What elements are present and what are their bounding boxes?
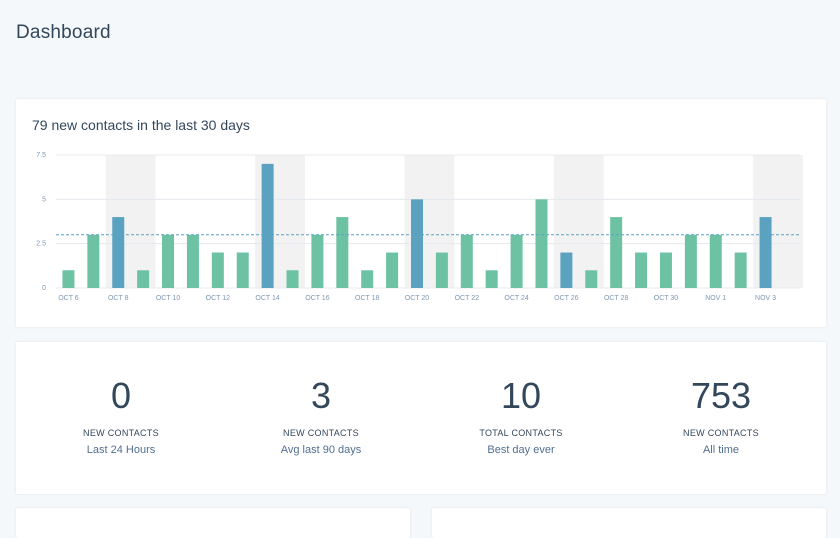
bar: [137, 270, 150, 288]
stat-all-time: 753 NEW CONTACTS All time: [621, 375, 821, 457]
x-tick-label: OCT 14: [255, 295, 279, 302]
bar: [311, 234, 324, 288]
x-tick-label: OCT 10: [156, 295, 180, 302]
bar: [112, 217, 125, 288]
x-tick-label: OCT 20: [405, 295, 429, 302]
x-tick-label: OCT 26: [554, 295, 578, 302]
bar: [336, 217, 349, 288]
bar: [759, 217, 772, 288]
bar: [610, 217, 623, 288]
x-tick-label: OCT 30: [654, 295, 678, 302]
y-tick-label: 7.5: [36, 152, 46, 159]
bar: [411, 199, 423, 288]
bar: [286, 270, 299, 288]
bar: [435, 252, 448, 288]
stat-value: 0: [110, 375, 132, 416]
bar: [361, 270, 374, 288]
stat-sub: Best day ever: [487, 444, 555, 456]
x-tick-label: OCT 28: [604, 295, 628, 302]
bar: [87, 234, 100, 288]
bar: [535, 199, 548, 288]
x-tick-label: OCT 18: [355, 295, 379, 302]
stat-label: NEW CONTACTS: [283, 428, 359, 438]
bar: [162, 234, 175, 288]
stat-sub: All time: [702, 444, 740, 456]
bottom-card-left: [16, 508, 410, 538]
x-tick-label: NOV 3: [755, 295, 776, 302]
x-tick-label: OCT 16: [305, 295, 329, 302]
y-tick-label: 0: [42, 285, 46, 292]
stats-card: 0 NEW CONTACTS Last 24 Hours 3 NEW CONTA…: [16, 342, 826, 494]
stat-best-day: 10 TOTAL CONTACTS Best day ever: [421, 375, 621, 457]
bar: [386, 252, 399, 288]
bottom-card-right: [432, 508, 826, 538]
page-title: Dashboard: [16, 22, 111, 43]
contacts-bar-chart: 0 2.5 5 7.5 OCT 6 OCT 8 OCT 10 OCT 12 OCT 14 OCT …: [36, 152, 803, 302]
y-tick-label: 2.5: [36, 241, 46, 248]
bar: [734, 252, 747, 288]
bar: [709, 234, 722, 288]
bar: [635, 252, 648, 288]
x-tick-label: NOV 1: [705, 295, 726, 302]
stat-label: NEW CONTACTS: [683, 428, 759, 438]
x-tick-label: OCT 24: [504, 295, 528, 302]
stat-avg-90: 3 NEW CONTACTS Avg last 90 days: [221, 375, 421, 457]
chart-title: 79 new contacts in the last 30 days: [32, 117, 250, 133]
stat-new-24h: 0 NEW CONTACTS Last 24 Hours: [21, 375, 221, 457]
bar: [62, 270, 75, 288]
bar: [186, 234, 199, 288]
stat-sub: Avg last 90 days: [280, 444, 362, 456]
stat-value: 3: [310, 375, 332, 416]
stat-label: TOTAL CONTACTS: [479, 428, 563, 438]
bar: [659, 252, 672, 288]
x-tick-label: OCT 8: [108, 295, 129, 302]
y-tick-label: 5: [42, 196, 46, 203]
x-tick-label: OCT 12: [206, 295, 230, 302]
bar: [460, 234, 473, 288]
stat-value: 10: [500, 375, 542, 416]
bar: [485, 270, 498, 288]
stat-value: 753: [690, 375, 752, 416]
bar: [211, 252, 224, 288]
bar: [684, 234, 697, 288]
bar: [585, 270, 598, 288]
x-tick-label: OCT 6: [58, 295, 79, 302]
bar: [560, 252, 573, 288]
x-tick-label: OCT 22: [455, 295, 479, 302]
bar: [236, 252, 249, 288]
stat-sub: Last 24 Hours: [86, 444, 156, 456]
stat-label: NEW CONTACTS: [83, 428, 159, 438]
bar: [510, 234, 523, 288]
contacts-chart-card: 79 new contacts in the last 30 days 0 2.5…: [16, 99, 826, 327]
bar: [261, 163, 274, 288]
